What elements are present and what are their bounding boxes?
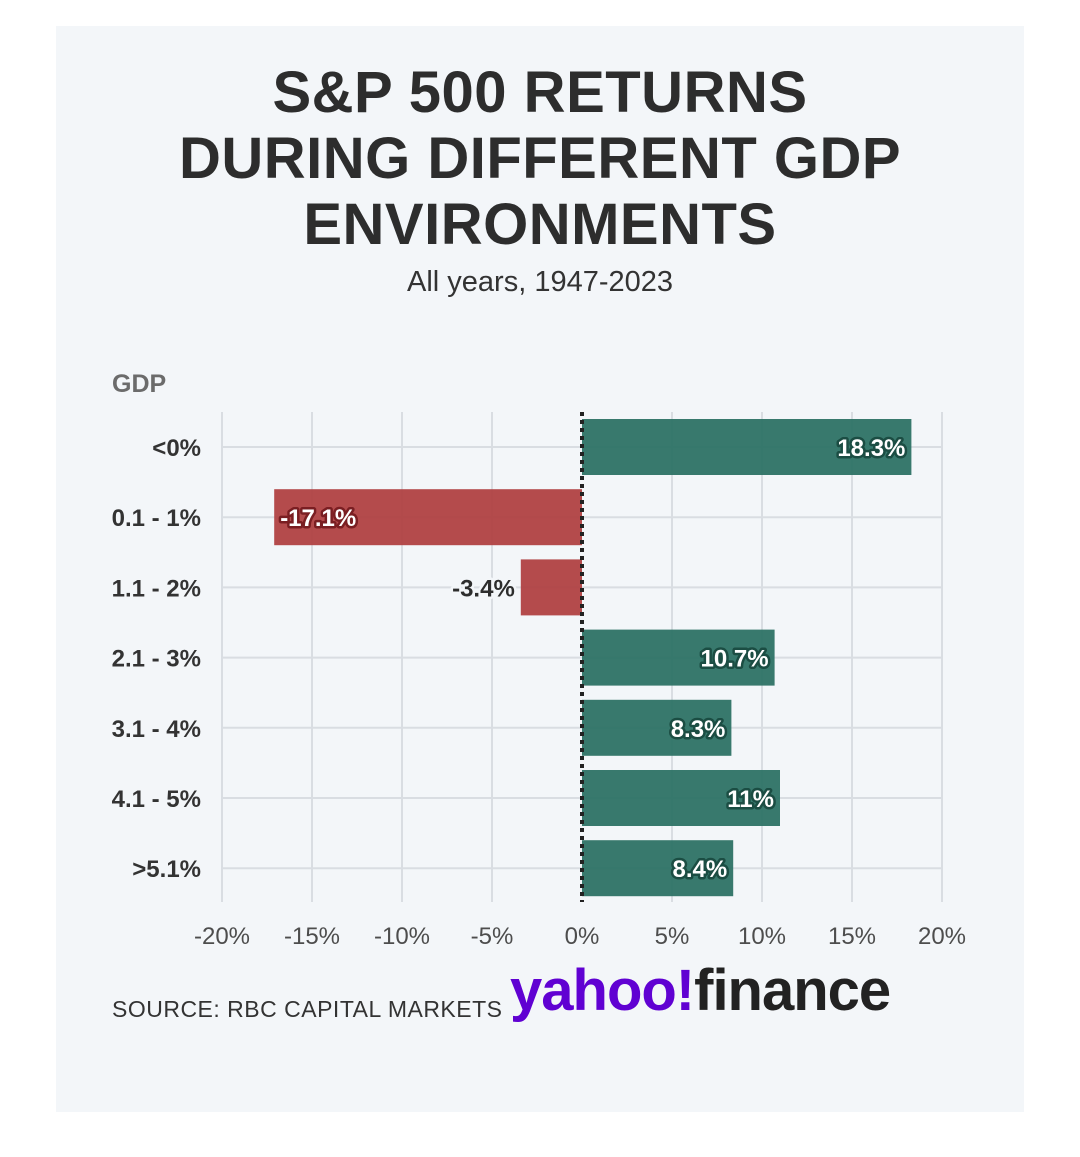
x-tick-label: 10% (738, 923, 786, 950)
data-label: -3.4% (452, 575, 515, 602)
bar (582, 419, 912, 475)
data-label: 8.4% (672, 856, 727, 883)
bar (582, 629, 775, 686)
data-label: 10.7% (701, 646, 769, 673)
y-axis-label: GDP (112, 370, 166, 398)
x-tick-label: -5% (471, 923, 514, 950)
x-tick-label: 0% (565, 923, 600, 950)
chart-title: S&P 500 RETURNS DURING DIFFERENT GDP ENV… (56, 60, 1024, 258)
category-label: 4.1 - 5% (112, 786, 201, 813)
data-label: -17.1% (280, 505, 356, 532)
title-line-1: S&P 500 RETURNS (272, 60, 808, 125)
x-tick-label: 5% (655, 923, 690, 950)
data-label: 18.3% (837, 435, 905, 462)
title-line-2: DURING DIFFERENT GDP (178, 126, 902, 191)
x-tick-label: 15% (828, 923, 876, 950)
bar (582, 770, 780, 826)
x-tick-label: 20% (918, 923, 966, 950)
x-tick-label: -10% (374, 923, 430, 950)
category-label: 1.1 - 2% (112, 575, 201, 602)
x-tick-label: -20% (194, 923, 250, 950)
bar (582, 840, 734, 897)
category-label: 0.1 - 1% (112, 505, 201, 532)
category-label: 2.1 - 3% (112, 646, 201, 673)
yahoo-finance-logo: yahoo!finance (510, 958, 891, 1023)
brand-text: yahoo!finance (510, 958, 890, 1023)
title-line-3: ENVIRONMENTS (303, 192, 777, 257)
bar (582, 699, 732, 756)
data-label: 8.3% (671, 716, 726, 743)
category-label: >5.1% (132, 856, 201, 883)
category-label: <0% (152, 435, 201, 462)
x-tick-label: -15% (284, 923, 340, 950)
bar (274, 489, 582, 546)
bar (520, 559, 582, 616)
data-label: 11% (727, 786, 774, 813)
source-note: SOURCE: RBC CAPITAL MARKETS (112, 996, 503, 1022)
chart-subtitle: All years, 1947-2023 (407, 266, 673, 298)
category-label: 3.1 - 4% (112, 716, 201, 743)
